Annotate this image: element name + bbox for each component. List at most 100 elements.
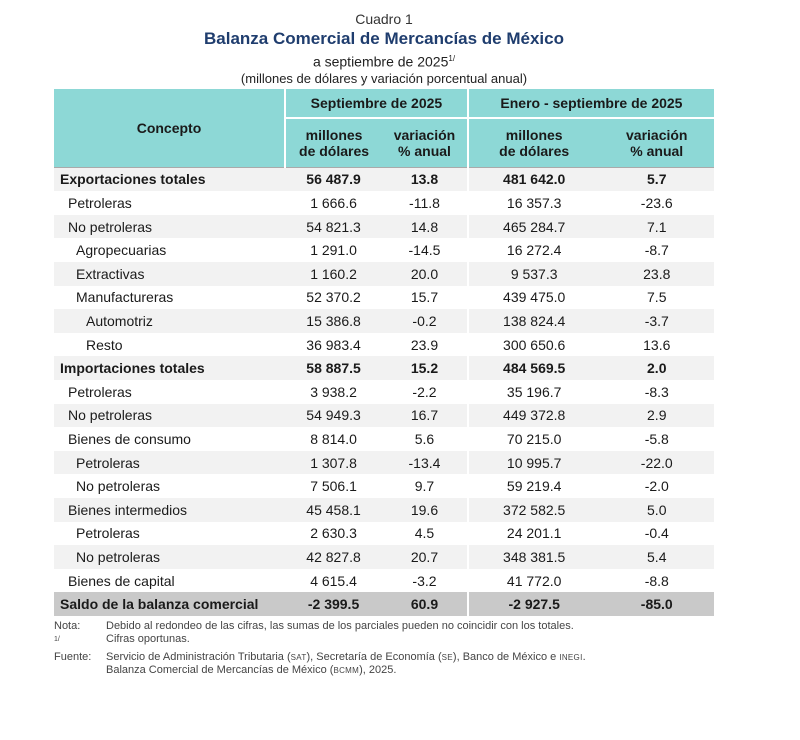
col-header-variacion: variación% anual: [382, 117, 469, 168]
table-row: Exportaciones totales 56 487.9 13.8 481 642…: [54, 166, 714, 192]
cell-ene-variacion: -3.7: [599, 309, 714, 333]
footnote-text: Cifras oportunas.: [106, 633, 190, 646]
cell-ene-millones: 35 196.7: [506, 383, 562, 400]
row-label: Petroleras: [54, 450, 285, 475]
cell-sep-variacion: 20.0: [382, 262, 469, 286]
cell-ene-variacion: 5.4: [599, 545, 714, 569]
cell-sep-variacion: 15.7: [382, 285, 469, 310]
source-row: Fuente: Servicio de Administración Tribu…: [54, 651, 714, 678]
cell-ene-variacion: -23.6: [640, 195, 673, 212]
footnote-key: 1/: [54, 633, 106, 650]
cell-ene-variacion: 7.1: [599, 214, 714, 239]
col-header-line: % anual: [398, 142, 451, 159]
table-row: Petroleras 1 666.6 -11.8 16 357.3 -23.6: [54, 191, 714, 215]
cell-ene-millones: 70 215.0: [506, 430, 562, 447]
cell-sep-millones: 52 370.2: [306, 289, 361, 306]
table-row: No petroleras 7 506.1 9.7 59 219.4 -2.0: [54, 474, 714, 498]
table-notes: Nota: Debido al redondeo de las cifras, …: [54, 620, 714, 678]
source-acronym: SAT: [290, 652, 307, 662]
cell-sep-variacion: 60.9: [382, 592, 469, 616]
cell-ene-millones: 59 219.4: [506, 478, 562, 495]
col-header-line: millones: [505, 126, 563, 143]
cell-sep-variacion: 19.6: [382, 497, 469, 522]
cell-sep-millones: 4 615.4: [310, 572, 357, 589]
cell-ene-millones: 138 824.4: [467, 309, 600, 333]
col-header-line: variación: [393, 126, 456, 143]
table-row: Importaciones totales 58 887.5 15.2 484 569…: [54, 356, 714, 380]
cell-sep-millones: 1 291.0: [310, 242, 357, 259]
col-header-line: de dólares: [499, 142, 570, 159]
cell-sep-variacion: 16.7: [382, 403, 469, 428]
cell-sep-millones: 56 487.9: [285, 166, 383, 192]
cell-sep-millones: 1 307.8: [285, 450, 383, 475]
row-label: Resto: [86, 336, 123, 353]
trade-balance-table: Concepto Septiembre de 2025 Enero - sept…: [54, 88, 714, 616]
cell-ene-variacion: 13.6: [643, 336, 671, 353]
cell-sep-millones: 58 887.5: [285, 356, 383, 380]
source-acronym: BCMM: [333, 666, 360, 676]
cell-ene-millones: 439 475.0: [503, 289, 566, 306]
cell-ene-millones: 348 381.5: [467, 545, 600, 569]
table-row: Bienes de capital 4 615.4 -3.2 41 772.0 -8.8: [54, 568, 714, 593]
period-header-jan-sep: Enero - septiembre de 2025: [467, 88, 714, 119]
cell-sep-variacion: -2.2: [382, 380, 469, 404]
table-row: Agropecuarias 1 291.0 -14.5 16 272.4 -8.7: [54, 238, 714, 263]
subtitle-footnote-mark: 1/: [448, 54, 456, 63]
table-title: Balanza Comercial de Mercancías de Méxic…: [204, 29, 564, 48]
cell-ene-millones: 481 642.0: [467, 166, 600, 192]
cell-ene-variacion: 23.8: [599, 262, 714, 286]
cell-sep-variacion: -11.8: [382, 191, 469, 215]
row-label: Petroleras: [68, 195, 132, 212]
cell-sep-millones: 2 630.3: [310, 525, 357, 542]
cell-sep-variacion: 5.6: [382, 427, 469, 451]
table-row: No petroleras 42 827.8 20.7 348 381.5 5.4: [54, 545, 714, 569]
table-number: Cuadro 1: [355, 11, 413, 27]
cell-sep-variacion: -0.2: [382, 309, 469, 333]
col-header-line: variación: [626, 126, 688, 143]
row-label: Importaciones totales: [54, 356, 285, 380]
row-label: Extractivas: [54, 262, 285, 286]
cell-ene-variacion: 5.7: [599, 166, 714, 192]
cell-sep-millones: -2 399.5: [285, 592, 383, 616]
cell-ene-millones: 10 995.7: [467, 450, 600, 475]
cell-sep-variacion: 14.8: [382, 214, 469, 239]
cell-ene-millones: 16 357.3: [506, 195, 562, 212]
cell-ene-variacion: -22.0: [599, 450, 714, 475]
note-key: Nota:: [54, 619, 81, 632]
cell-sep-millones: 45 458.1: [285, 497, 383, 522]
row-label: Petroleras: [68, 383, 132, 400]
cell-ene-variacion: -85.0: [599, 592, 714, 616]
table-row: Automotriz 15 386.8 -0.2 138 824.4 -3.7: [54, 309, 714, 333]
cell-sep-variacion: -3.2: [382, 568, 469, 593]
cell-ene-millones: 41 772.0: [506, 572, 562, 589]
table-row: Resto 36 983.4 23.9 300 650.6 13.6: [54, 332, 714, 357]
row-label: No petroleras: [54, 403, 285, 428]
cell-ene-variacion: 5.0: [599, 497, 714, 522]
source-acronym: INEGI: [559, 652, 583, 662]
cell-ene-millones: 9 537.3: [467, 262, 600, 286]
cell-ene-variacion: -8.7: [644, 242, 669, 259]
col-header-line: % anual: [630, 142, 684, 159]
cell-sep-millones: 15 386.8: [285, 309, 383, 333]
table-units: (millones de dólares y variación porcent…: [240, 70, 528, 86]
footnote-row: 1/ Cifras oportunas.: [54, 633, 714, 650]
row-label: Automotriz: [54, 309, 285, 333]
col-header-millones: millones de dólares: [467, 117, 600, 168]
source-part: Servicio de Administración Tributaria (: [106, 650, 291, 663]
cell-sep-variacion: 23.9: [382, 332, 469, 357]
cell-ene-variacion: -8.8: [644, 572, 669, 589]
table-row: Petroleras 2 630.3 4.5 24 201.1 -0.4: [54, 521, 714, 546]
col-header-millones: millones de dólares: [285, 117, 383, 168]
col-header-line: de dólares: [299, 142, 370, 159]
cell-sep-variacion: 4.5: [382, 521, 469, 546]
cell-ene-variacion: -2.0: [644, 478, 669, 495]
concept-header: Concepto: [54, 88, 286, 168]
row-label: No petroleras: [76, 478, 161, 495]
source-key: Fuente:: [54, 650, 92, 663]
row-label: Bienes de capital: [68, 572, 175, 589]
source-text: Servicio de Administración Tributaria (S…: [106, 651, 714, 678]
row-label: Exportaciones totales: [54, 166, 285, 192]
cell-ene-millones: -2 927.5: [467, 592, 600, 616]
table-row: Bienes intermedios 45 458.1 19.6 372 582.5 5…: [54, 497, 714, 522]
cell-sep-variacion: 9.7: [382, 474, 469, 498]
